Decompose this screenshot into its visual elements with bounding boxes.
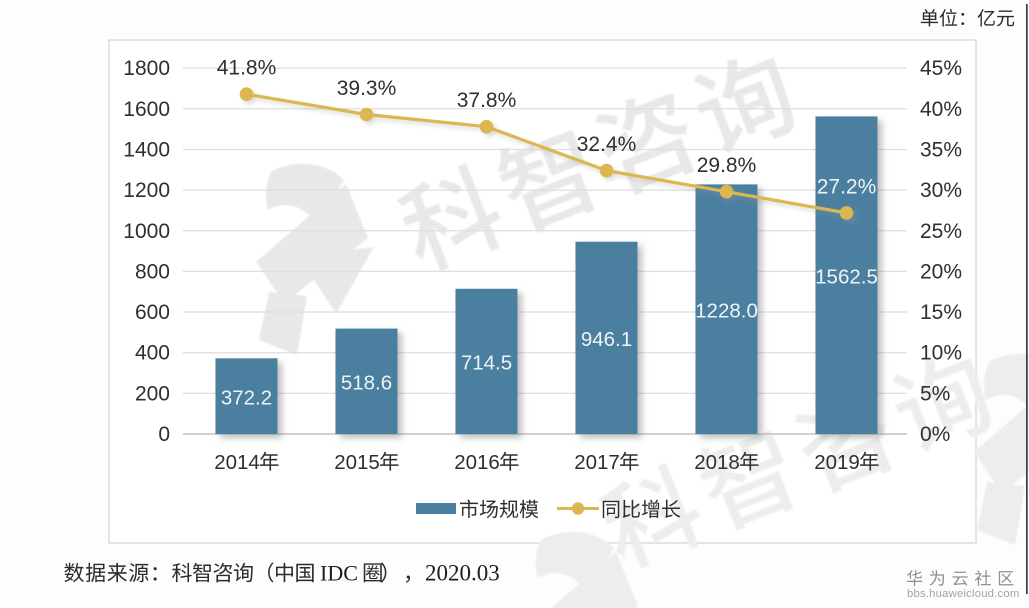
svg-text:32.4%: 32.4% [577, 133, 637, 156]
svg-text:41.8%: 41.8% [217, 57, 277, 80]
svg-text:IDC: IDC [320, 561, 358, 586]
svg-text:800: 800 [135, 260, 170, 283]
svg-text:25%: 25% [920, 220, 962, 243]
svg-text:39.3%: 39.3% [337, 77, 397, 100]
svg-text:0%: 0% [920, 423, 950, 446]
svg-text:518.6: 518.6 [341, 372, 392, 395]
svg-text:10%: 10% [920, 342, 962, 365]
svg-text:0: 0 [158, 423, 170, 446]
svg-text:35%: 35% [920, 138, 962, 161]
svg-text:1228.0: 1228.0 [695, 299, 758, 322]
svg-text:400: 400 [135, 342, 170, 365]
svg-text:200: 200 [135, 382, 170, 405]
svg-text:1800: 1800 [123, 57, 170, 80]
svg-text:29.8%: 29.8% [697, 154, 757, 177]
svg-text:2017: 2017 [574, 451, 620, 474]
svg-text:1562.5: 1562.5 [815, 265, 878, 288]
svg-text:2015: 2015 [334, 451, 380, 474]
svg-text:2020.03: 2020.03 [425, 561, 500, 586]
svg-text:2019: 2019 [814, 451, 860, 474]
svg-text:1600: 1600 [123, 98, 170, 121]
svg-text:1200: 1200 [123, 179, 170, 202]
svg-text:15%: 15% [920, 301, 962, 324]
svg-text:2014: 2014 [214, 451, 260, 474]
svg-text:372.2: 372.2 [221, 386, 272, 409]
svg-text:20%: 20% [920, 260, 962, 283]
svg-text:37.8%: 37.8% [457, 89, 517, 112]
svg-text:600: 600 [135, 301, 170, 324]
svg-text:2018: 2018 [694, 451, 740, 474]
svg-text:5%: 5% [920, 382, 950, 405]
svg-text:946.1: 946.1 [581, 328, 632, 351]
svg-text:714.5: 714.5 [461, 352, 512, 375]
svg-text:45%: 45% [920, 57, 962, 80]
svg-text:bbs.huaweicloud.com: bbs.huaweicloud.com [907, 588, 1019, 600]
svg-text:30%: 30% [920, 179, 962, 202]
svg-text:27.2%: 27.2% [817, 175, 877, 198]
svg-text:2016: 2016 [454, 451, 500, 474]
svg-text:40%: 40% [920, 98, 962, 121]
svg-text:1400: 1400 [123, 138, 170, 161]
svg-text:1000: 1000 [123, 220, 170, 243]
